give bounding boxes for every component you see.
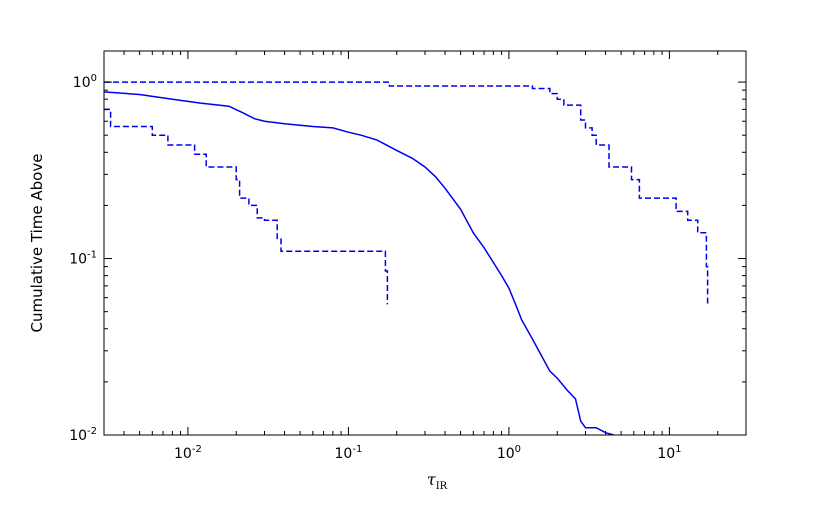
y-tick-label: 10-2 [69,426,97,444]
plot-area-frame [103,50,747,436]
y-tick-label: 100 [73,73,97,91]
x-tick-label: 100 [497,444,521,462]
x-axis-label-symbol: τ [427,470,437,489]
y-tick-label: 10-1 [69,250,97,268]
y-axis-label: Cumulative Time Above [28,154,46,333]
x-axis-label-subscript: IR [436,481,448,492]
x-tick-label: 10-1 [335,444,363,462]
series-line-3-dashed [104,81,709,305]
series-line-2-dashed [104,108,389,305]
ticks-layer: 10-2 10-1 100 101 10-2 10-1 100 [69,51,746,462]
x-tick-label: 10-2 [174,444,202,462]
x-tick-label: 101 [657,444,681,462]
series-line-1-solid [104,91,615,435]
series-layer [104,81,709,435]
x-axis-label: τIR [427,470,448,492]
